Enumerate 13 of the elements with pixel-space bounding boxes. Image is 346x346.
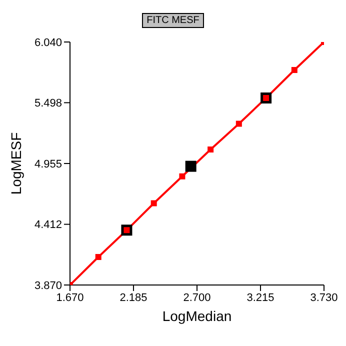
- y-tick-label: 3.870: [34, 280, 62, 292]
- y-tick-label: 4.955: [34, 158, 62, 170]
- y-tick-label: 6.040: [34, 36, 62, 49]
- x-axis-title: LogMedian: [162, 308, 232, 324]
- y-tick-label: 5.498: [34, 98, 62, 110]
- chart-title: FITC MESF: [142, 13, 204, 28]
- x-tick-label: 2.185: [120, 292, 148, 304]
- x-tick-label: 3.215: [246, 292, 274, 304]
- y-axis-title: LogMESF: [8, 132, 24, 195]
- x-tick-label: 1.670: [56, 292, 84, 304]
- x-tick-label: 2.700: [183, 292, 211, 304]
- x-tick-label: 3.730: [310, 292, 338, 304]
- y-tick-label: 4.412: [34, 219, 62, 232]
